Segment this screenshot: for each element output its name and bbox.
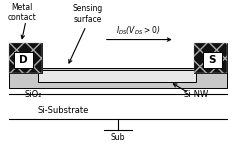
Text: Si-NW: Si-NW xyxy=(183,90,208,99)
Text: Sensing
surface: Sensing surface xyxy=(72,4,102,24)
Bar xyxy=(9,68,227,88)
Bar xyxy=(14,52,33,68)
Text: $I_{DS}$($V_{DS}>0$): $I_{DS}$($V_{DS}>0$) xyxy=(116,24,160,37)
Bar xyxy=(194,43,227,73)
Bar xyxy=(9,43,42,73)
Bar xyxy=(9,43,42,73)
Text: S: S xyxy=(209,55,216,65)
Bar xyxy=(38,70,196,82)
Text: Metal
contact: Metal contact xyxy=(8,3,37,22)
Text: Sub: Sub xyxy=(111,133,125,142)
Text: SiO₂: SiO₂ xyxy=(24,90,42,99)
Bar xyxy=(194,43,227,73)
Text: D: D xyxy=(19,55,28,65)
Text: Si-Substrate: Si-Substrate xyxy=(38,106,89,115)
Bar xyxy=(203,52,222,68)
